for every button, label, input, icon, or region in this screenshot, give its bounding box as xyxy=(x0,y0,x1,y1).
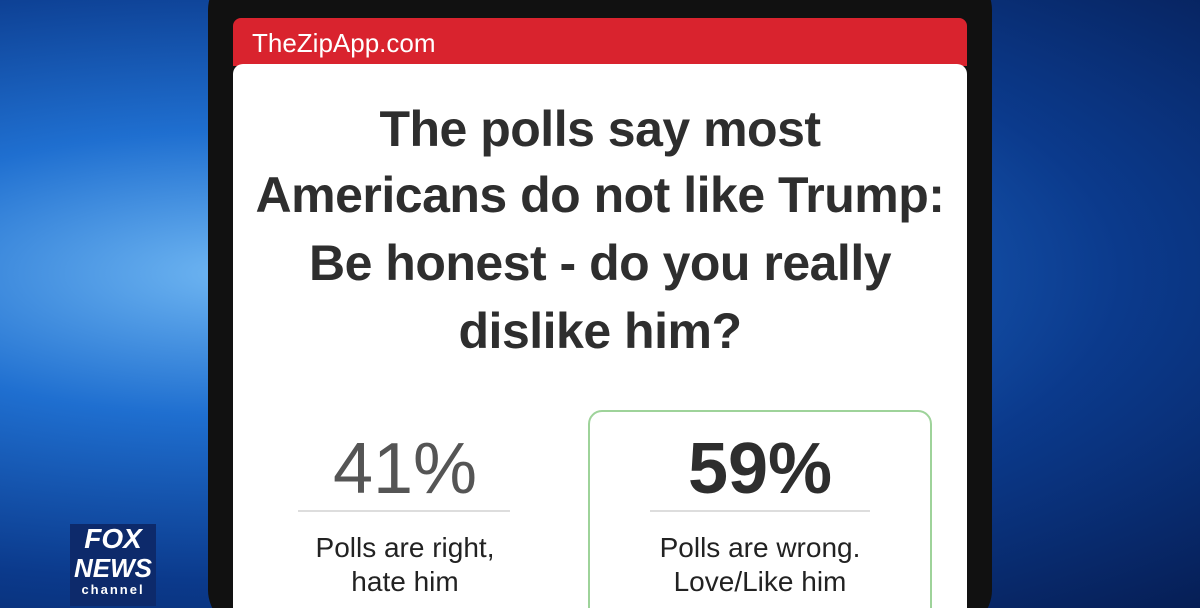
option-label: Polls are right, xyxy=(315,532,495,563)
selected-option[interactable] xyxy=(588,410,932,608)
header-bar xyxy=(233,18,967,66)
logo-text: FOX xyxy=(84,523,142,554)
poll-card xyxy=(233,64,967,608)
question-line: The polls say most xyxy=(379,101,821,157)
divider xyxy=(650,510,870,512)
question-line: Be honest - do you really xyxy=(308,235,892,291)
site-name: TheZipApp.com xyxy=(252,28,436,58)
divider xyxy=(298,510,510,512)
logo-text: channel xyxy=(81,582,145,597)
option-percent: 41% xyxy=(332,429,478,509)
question-line: Americans do not like Trump: xyxy=(255,167,945,223)
option-percent: 59% xyxy=(687,429,833,509)
question-line: dislike him? xyxy=(458,303,742,359)
logo-text: NEWS xyxy=(74,553,152,583)
option-label: Love/Like him xyxy=(673,566,847,597)
channel-logo: FOX NEWS channel xyxy=(70,524,156,606)
option-label: Polls are wrong. xyxy=(659,532,861,563)
option-label: hate him xyxy=(351,566,459,597)
